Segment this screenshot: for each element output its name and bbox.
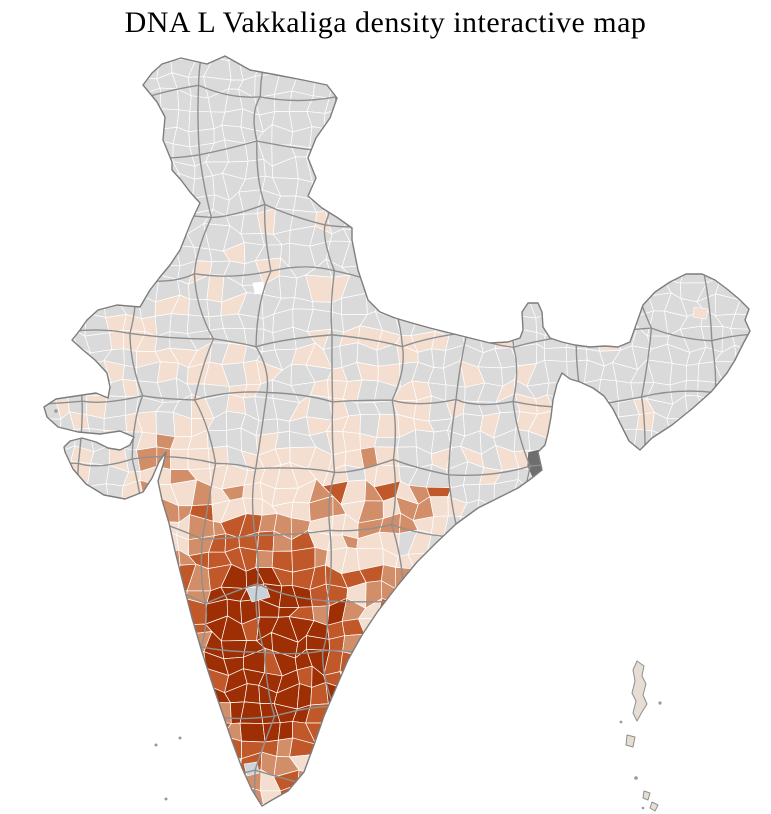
district-cell[interactable] [239,701,264,724]
small-island-dot [634,776,638,780]
small-island-dot [178,736,182,740]
district-cell[interactable] [684,380,699,397]
district-cell[interactable] [543,347,568,362]
small-island-dot [641,806,645,810]
district-cell[interactable] [206,274,225,303]
small-island-dot [54,409,58,413]
nicobar-north[interactable] [642,790,651,801]
district-cell[interactable] [513,428,531,453]
district-cell[interactable] [123,348,138,368]
map-title: DNA L Vakkaliga density interactive map [124,6,647,39]
district-cell[interactable] [188,110,215,133]
district-cell[interactable] [169,313,189,334]
small-island-dot [164,797,168,801]
district-cell[interactable] [257,530,275,552]
district-cell[interactable] [155,411,176,438]
district-cell[interactable] [278,275,298,299]
andaman-main[interactable] [631,660,648,722]
karnataka-reservoir[interactable] [245,585,271,603]
district-cell[interactable] [103,395,126,419]
district-cell[interactable] [244,158,266,180]
district-cell[interactable] [273,90,293,112]
district-cell[interactable] [426,486,452,498]
country-outline [43,55,751,807]
delhi-district[interactable] [252,281,266,295]
nicobar-great[interactable] [649,801,659,812]
andaman-little[interactable] [625,734,636,748]
district-cell[interactable] [278,721,294,741]
small-island-dot [154,743,158,747]
district-cell[interactable] [685,363,700,382]
district-cell[interactable] [276,418,290,434]
district-cell[interactable] [239,722,266,743]
district-cell[interactable] [109,329,125,351]
arunachal-district[interactable] [692,306,709,320]
district-cell[interactable] [244,683,261,704]
district-cell[interactable] [86,463,110,488]
district-cell[interactable] [170,448,189,470]
small-island-dot [658,701,662,705]
district-cell[interactable] [224,139,249,163]
district-cell[interactable] [636,412,655,432]
district-cell[interactable] [342,431,361,452]
district-cell[interactable] [221,640,247,660]
district-cell[interactable] [206,299,223,318]
district-cell[interactable] [189,95,212,113]
islands-layer [54,409,662,812]
small-island-dot [619,720,623,724]
district-cell[interactable] [103,414,128,433]
